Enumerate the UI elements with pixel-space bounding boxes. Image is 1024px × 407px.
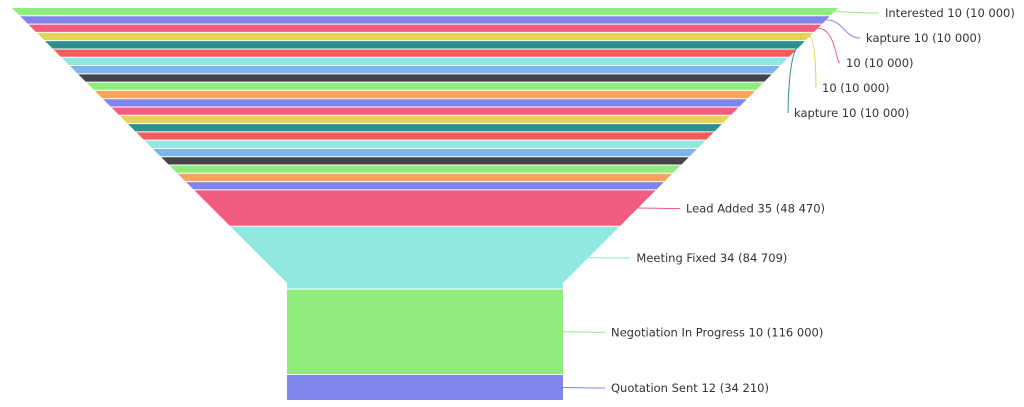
funnel-stage-label: Negotiation In Progress 10 (116 000): [611, 325, 823, 339]
funnel-connector-line: [637, 207, 680, 210]
funnel-connectors: [562, 11, 880, 389]
funnel-connector-line: [826, 19, 861, 39]
funnel-labels: Interested 10 (10 000) kapture 10 (10 000…: [611, 6, 1015, 395]
funnel-segment[interactable]: [152, 148, 698, 157]
funnel-stage-label: kapture 10 (10 000): [866, 31, 981, 45]
funnel-stage-label: kapture 10 (10 000): [794, 106, 909, 120]
funnel-stage-label: Lead Added 35 (48 470): [686, 202, 825, 216]
funnel-connector-line: [787, 44, 802, 114]
funnel-segment[interactable]: [186, 182, 664, 190]
funnel-segment[interactable]: [161, 157, 689, 165]
funnel-segment[interactable]: [94, 90, 756, 99]
funnel-connector-line: [588, 257, 631, 259]
funnel-segment[interactable]: [28, 24, 822, 32]
funnel-stage-label: Meeting Fixed 34 (84 709): [636, 251, 787, 265]
funnel-segment[interactable]: [128, 124, 722, 132]
funnel-stage-label: 10 (10 000): [846, 56, 914, 70]
funnel-segment[interactable]: [53, 49, 797, 57]
funnel-segment[interactable]: [12, 8, 838, 16]
funnel-segment[interactable]: [194, 190, 656, 226]
funnel-segment[interactable]: [119, 115, 731, 124]
funnel-stage-label: Quotation Sent 12 (34 210): [611, 381, 769, 395]
funnel-segment[interactable]: [61, 57, 789, 66]
funnel-connector-line: [817, 27, 841, 64]
funnel-segment[interactable]: [45, 41, 805, 49]
funnel-segment[interactable]: [20, 16, 830, 24]
funnel-segment[interactable]: [287, 375, 563, 400]
funnel-connector-line: [809, 36, 817, 89]
funnel-segment[interactable]: [86, 82, 764, 90]
funnel-segment[interactable]: [287, 289, 563, 375]
funnel-segment[interactable]: [70, 66, 780, 74]
funnel-segment[interactable]: [36, 32, 814, 41]
funnel-connector-line: [562, 387, 606, 389]
funnel-segment[interactable]: [111, 107, 739, 115]
funnel-stage-label: 10 (10 000): [822, 81, 890, 95]
funnel-segments: [12, 8, 838, 400]
funnel-segment[interactable]: [144, 140, 706, 148]
funnel-stage-label: Interested 10 (10 000): [885, 6, 1015, 20]
funnel-segment[interactable]: [103, 99, 747, 107]
funnel-segment[interactable]: [177, 173, 673, 182]
funnel-segment[interactable]: [169, 165, 681, 173]
funnel-connector-line: [562, 331, 606, 333]
funnel-segment[interactable]: [230, 226, 620, 289]
funnel-segment[interactable]: [136, 132, 714, 140]
funnel-connector-line: [834, 11, 880, 14]
funnel-segment[interactable]: [78, 74, 772, 82]
